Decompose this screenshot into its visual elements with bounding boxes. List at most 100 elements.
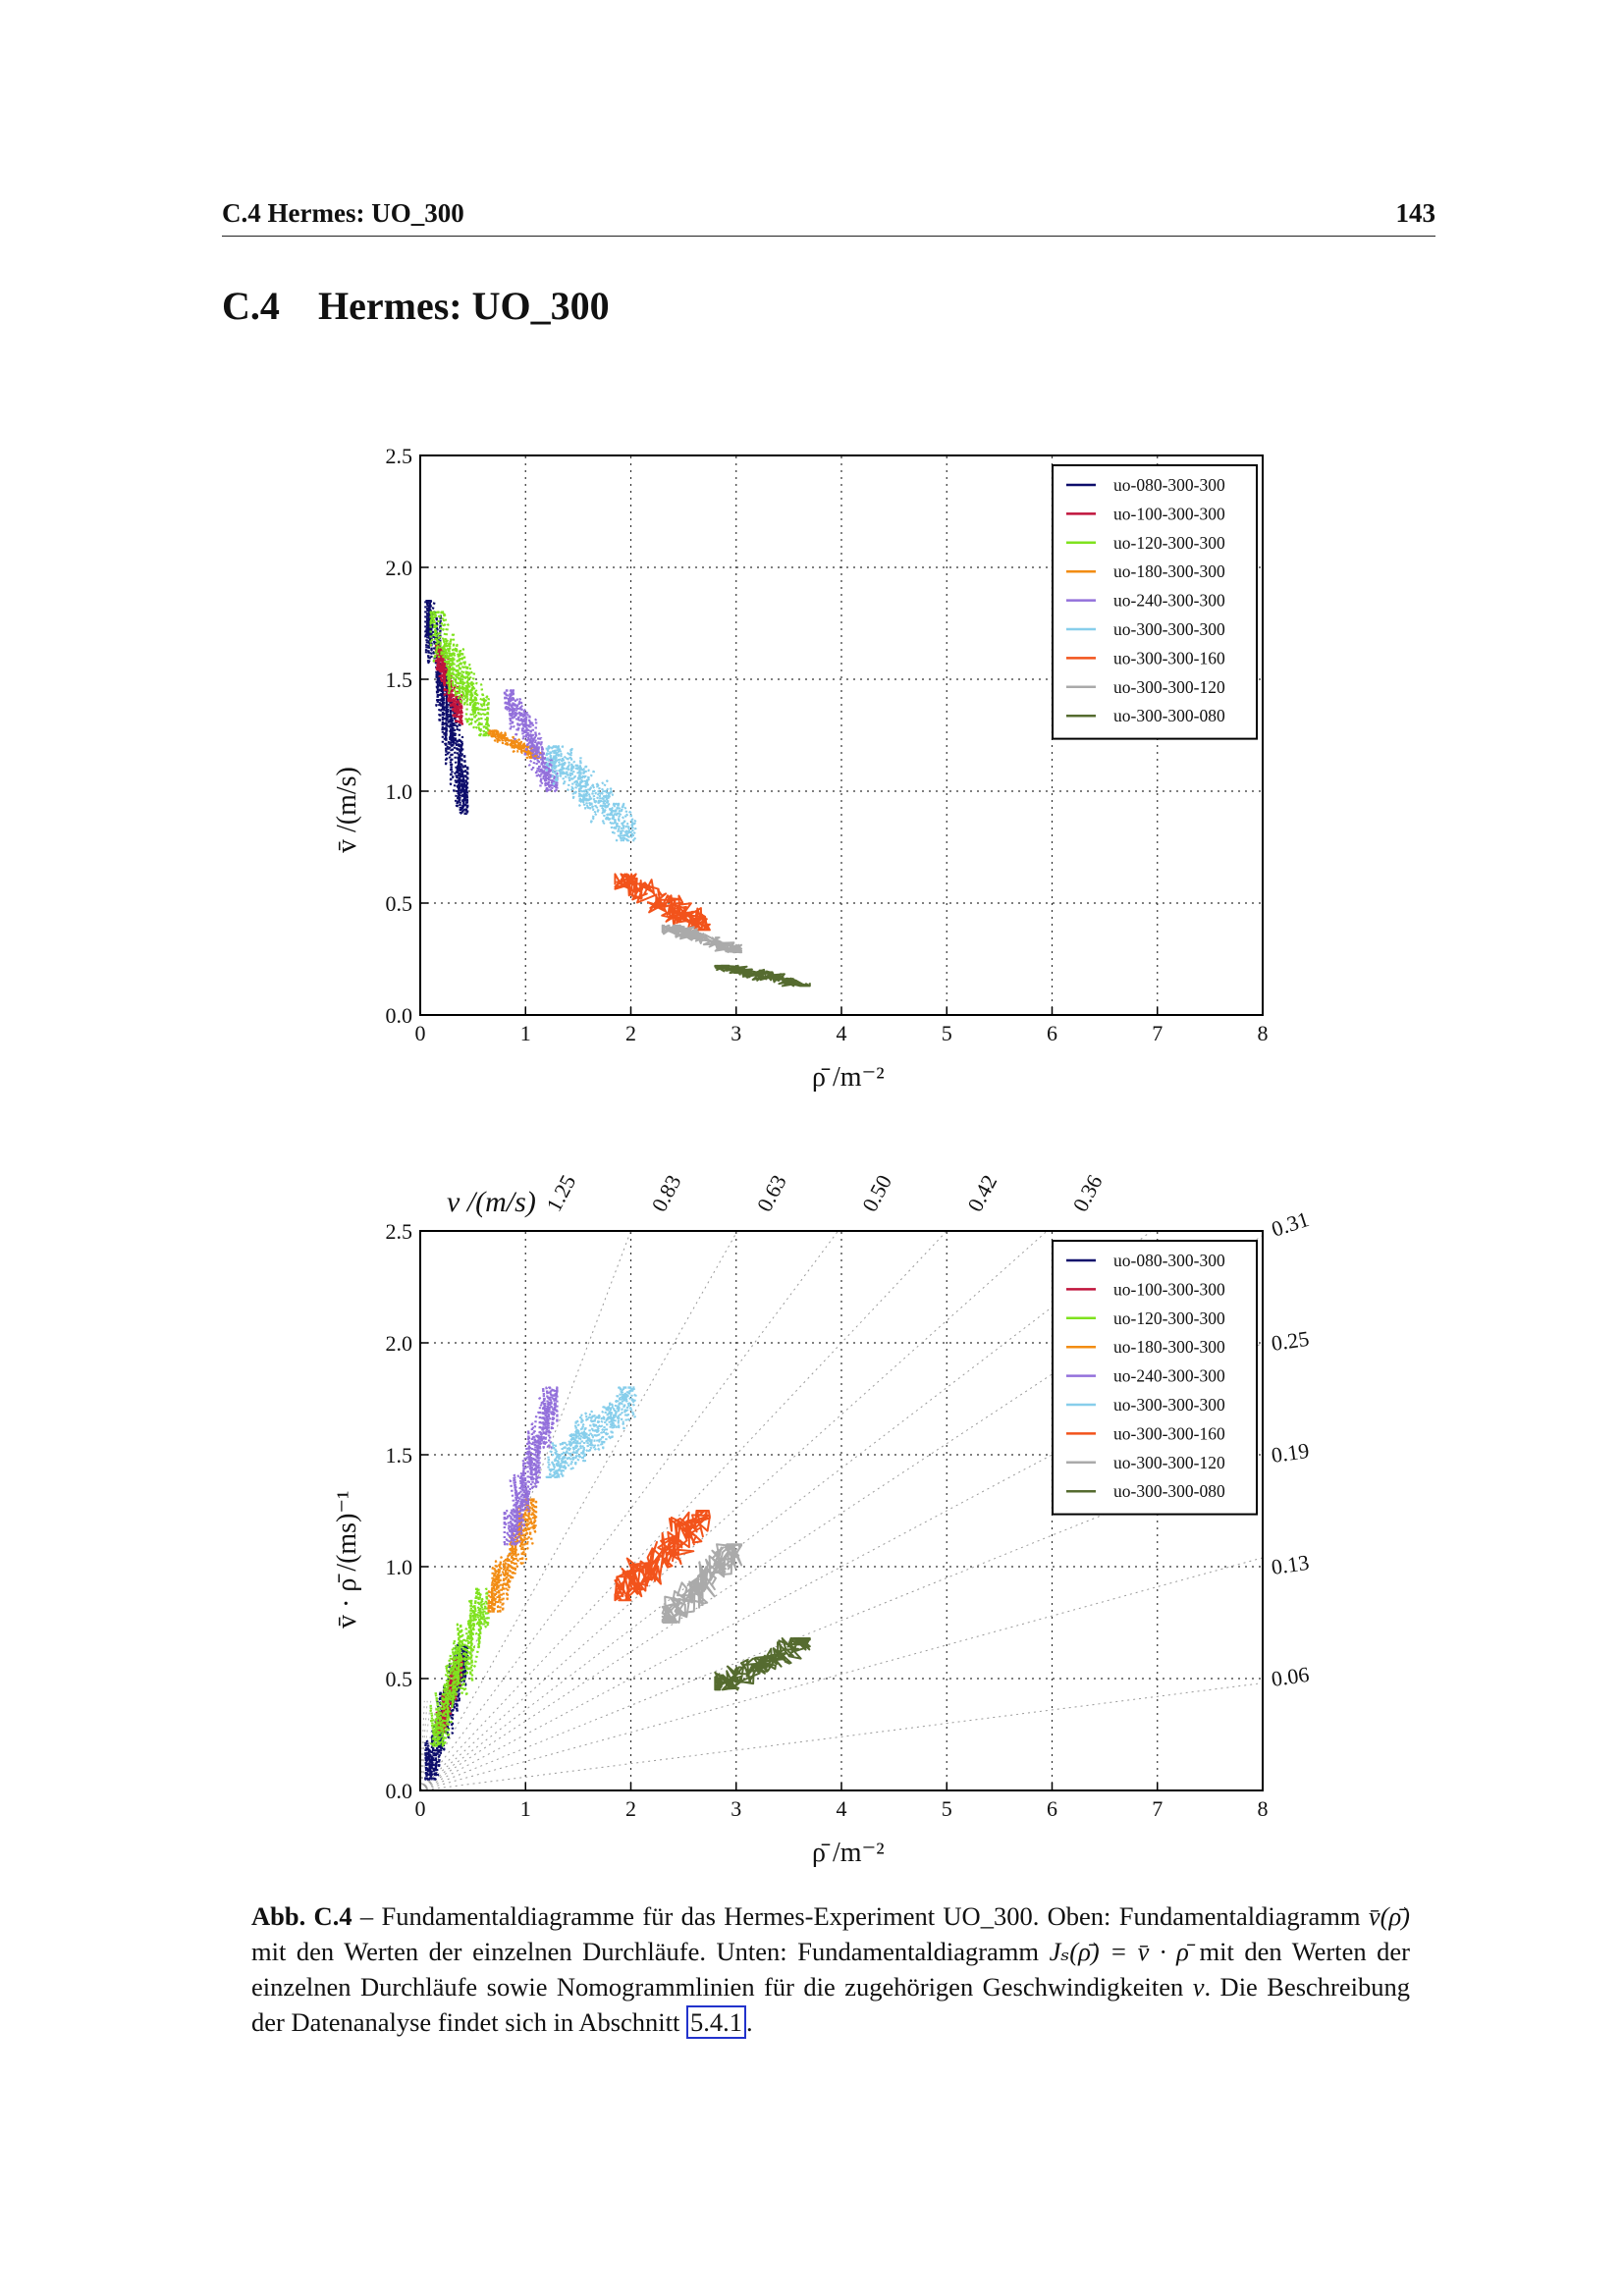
series-uo-240-300-300 — [503, 1386, 559, 1546]
legend-entry-label: uo-300-300-300 — [1113, 1395, 1225, 1415]
nomogram-line — [419, 1230, 1153, 1791]
y-tick-label: 0.0 — [386, 1003, 413, 1028]
legend-entry-label: uo-300-300-120 — [1113, 677, 1225, 697]
caption-dash: – — [352, 1901, 382, 1931]
y-tick-label: 0.5 — [386, 1667, 413, 1691]
series-uo-120-300-300 — [429, 1587, 490, 1747]
legend-entry-label: uo-300-300-160 — [1113, 1423, 1225, 1443]
legend-entry-label: uo-240-300-300 — [1113, 591, 1225, 611]
nomogram-speed-label: 0.13 — [1270, 1550, 1311, 1579]
y-tick-label: 2.5 — [386, 1219, 413, 1244]
x-tick-label: 2 — [625, 1796, 636, 1821]
y-tick-label: 1.5 — [386, 667, 413, 692]
legend-entry-label: uo-180-300-300 — [1113, 561, 1225, 581]
top-axis-label: v /(m/s) — [447, 1186, 536, 1218]
series-trace — [429, 611, 490, 737]
x-tick-label: 3 — [731, 1021, 741, 1045]
running-title: C.4 Hermes: UO_300 — [222, 198, 464, 228]
x-tick-label: 1 — [520, 1021, 531, 1045]
x-tick-label: 4 — [837, 1021, 847, 1045]
caption-math: Jₛ(ρ̄) = v̄ · ρ̄ — [1049, 1937, 1189, 1966]
series-uo-300-300-120 — [661, 924, 743, 954]
section-reference-link[interactable]: 5.4.1 — [686, 2005, 747, 2039]
x-tick-label: 7 — [1152, 1021, 1163, 1045]
series-uo-120-300-300 — [429, 611, 490, 737]
legend-box — [1052, 464, 1258, 740]
y-tick-label: 2.0 — [386, 556, 413, 580]
legend-entry-label: uo-300-300-160 — [1113, 648, 1225, 667]
legend-box — [1052, 1240, 1258, 1516]
nomogram-line — [419, 1682, 1264, 1791]
y-tick-label: 1.0 — [386, 779, 413, 804]
series-trace — [429, 1587, 490, 1747]
legend: uo-080-300-300 uo-100-300-300 uo-120-300-3… — [1052, 1240, 1258, 1516]
legend-entry-label: uo-100-300-300 — [1113, 1279, 1225, 1299]
x-tick-label: 6 — [1047, 1796, 1057, 1821]
page-number: 143 — [1395, 198, 1436, 228]
series-trace — [614, 873, 711, 932]
series-trace — [614, 1510, 711, 1602]
y-tick-label: 0.5 — [386, 891, 413, 916]
x-axis-label: ρ̄ /m⁻² — [812, 1838, 885, 1868]
series-uo-300-300-300 — [545, 1386, 638, 1478]
series-trace — [714, 1637, 811, 1691]
caption-text: mit den Werten der einzelnen Durchläufe.… — [251, 1937, 1050, 1966]
nomogram-line — [419, 1230, 839, 1791]
nomogram-speed-label: 0.19 — [1270, 1438, 1311, 1468]
velocity-density-chart: 0 1 2 3 4 5 6 7 8 0.0 0.5 1.0 1.5 2.0 2.5 ρ̄ /m⁻² v̄ /(m… — [332, 444, 1269, 1093]
x-tick-label: 6 — [1047, 1021, 1057, 1045]
y-tick-label: 2.5 — [386, 444, 413, 468]
series-uo-300-300-160 — [614, 1510, 711, 1602]
caption-text: . Die Beschreibung der Datenanalyse find… — [251, 1972, 1410, 2037]
caption-text: Fundamentaldiagramme für das Hermes-Expe… — [381, 1901, 1369, 1931]
x-tick-label: 0 — [415, 1796, 426, 1821]
y-tick-label: 2.0 — [386, 1331, 413, 1356]
legend-entry-label: uo-300-300-080 — [1113, 1481, 1225, 1501]
x-tick-label: 1 — [520, 1796, 531, 1821]
series-trace — [503, 689, 559, 793]
series-uo-300-300-120 — [661, 1543, 743, 1624]
y-tick-label: 1.0 — [386, 1555, 413, 1579]
series-trace — [545, 1386, 638, 1478]
legend-entry-label: uo-100-300-300 — [1113, 504, 1225, 523]
nomogram-speed-label: 0.63 — [752, 1171, 791, 1216]
x-tick-label: 8 — [1258, 1796, 1269, 1821]
series-uo-240-300-300 — [503, 689, 559, 793]
nomogram-speed-label: 0.06 — [1270, 1662, 1311, 1691]
legend-entry-label: uo-120-300-300 — [1113, 1308, 1225, 1328]
x-tick-label: 2 — [625, 1021, 636, 1045]
nomogram-speed-label: 0.36 — [1067, 1171, 1107, 1216]
caption-text: . — [746, 2007, 753, 2037]
section-number: C.4 — [222, 284, 280, 328]
section-heading: C.4 Hermes: UO_300 — [222, 283, 610, 329]
nomogram-line — [419, 1557, 1264, 1791]
series-trace — [545, 745, 638, 842]
x-tick-label: 3 — [731, 1796, 741, 1821]
legend-entry-label: uo-080-300-300 — [1113, 475, 1225, 495]
series-trace — [503, 1386, 559, 1546]
series-trace — [714, 964, 811, 988]
series-uo-300-300-300 — [545, 745, 638, 842]
series-trace — [661, 1543, 743, 1624]
series-uo-180-300-300 — [487, 1498, 538, 1613]
series-uo-300-300-080 — [714, 964, 811, 988]
legend-entry-label: uo-300-300-120 — [1113, 1453, 1225, 1472]
x-tick-label: 0 — [415, 1021, 426, 1045]
nomogram-line — [419, 1230, 1048, 1791]
series-trace — [661, 924, 743, 954]
y-tick-label: 1.5 — [386, 1443, 413, 1468]
running-head: C.4 Hermes: UO_300 143 — [222, 196, 1435, 237]
y-tick-label: 0.0 — [386, 1779, 413, 1803]
legend-entry-label: uo-120-300-300 — [1113, 533, 1225, 553]
caption-math: v — [1192, 1972, 1205, 2002]
nomogram-speed-label: 0.31 — [1269, 1206, 1312, 1242]
x-tick-label: 7 — [1152, 1796, 1163, 1821]
x-tick-label: 5 — [942, 1021, 952, 1045]
legend-entry-label: uo-300-300-300 — [1113, 619, 1225, 639]
series-trace — [487, 1498, 538, 1613]
caption-math: v̄(ρ̄) — [1368, 1901, 1410, 1931]
nomogram-speed-label: 0.25 — [1270, 1326, 1311, 1356]
section-title: Hermes: UO_300 — [318, 284, 610, 328]
legend-entry-label: uo-240-300-300 — [1113, 1366, 1225, 1386]
nomogram-speed-label: 0.42 — [962, 1171, 1001, 1216]
